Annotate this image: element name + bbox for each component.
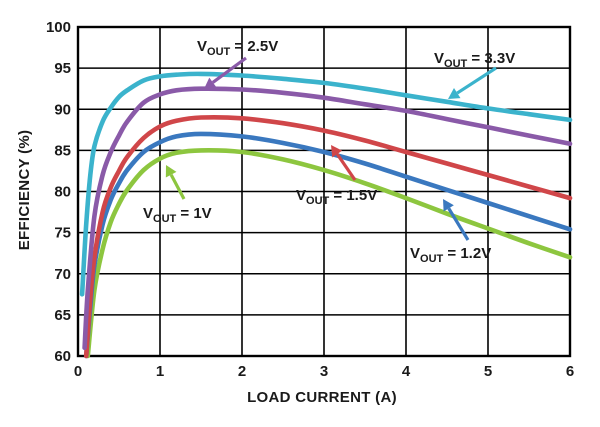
- series-label-subscript: OUT: [444, 58, 468, 70]
- series-line-vout-1v: [85, 148, 573, 359]
- label-arrow-vout-1-5v: [335, 153, 357, 181]
- label-arrowhead-vout-3-3v: [448, 87, 461, 99]
- label-arrow-vout-2-5v: [211, 56, 247, 84]
- y-tick-label: 70: [54, 266, 71, 283]
- y-tick-label: 80: [54, 184, 71, 201]
- series-curves: [79, 71, 573, 359]
- y-tick-label: 85: [54, 142, 71, 159]
- label-arrowhead-vout-1-2v: [443, 199, 454, 212]
- series-label-vout-1-5v: VOUT = 1.5V: [296, 187, 377, 207]
- tick-labels: 0 1 2 3 4 5 6 60 65 70 75 80 85 90 95 100: [46, 19, 574, 380]
- series-line-vout-1-5v: [83, 115, 573, 359]
- series-label-subscript: OUT: [153, 213, 177, 225]
- x-tick-label: 4: [402, 363, 411, 380]
- series-labels: VOUT = 3.3V VOUT = 2.5V VOUT = 1.5V VOUT = …: [143, 38, 515, 265]
- series-label-vout-1v: VOUT = 1V: [143, 205, 212, 225]
- x-tick-label: 2: [238, 363, 246, 380]
- x-tick-label: 0: [74, 363, 82, 380]
- x-tick-label: 5: [484, 363, 492, 380]
- label-arrow-vout-1-2v: [447, 207, 470, 241]
- label-arrow-vout-3-3v: [456, 66, 497, 95]
- series-label-vout-2-5v: VOUT = 2.5V: [197, 38, 278, 58]
- y-tick-label: 95: [54, 60, 71, 77]
- y-tick-label: 60: [54, 348, 71, 365]
- grid: [76, 25, 572, 358]
- y-tick-label: 90: [54, 101, 71, 118]
- y-tick-label: 75: [54, 225, 71, 242]
- series-line-vout-1-2v: [83, 131, 573, 359]
- series-label-subscript: OUT: [207, 46, 231, 58]
- plot-frame: [76, 25, 572, 358]
- series-line-vout-3-3v: [79, 71, 573, 297]
- label-arrowhead-vout-2-5v: [204, 77, 217, 89]
- label-arrowhead-vout-1-5v: [331, 145, 343, 158]
- x-axis-title: LOAD CURRENT (A): [247, 389, 397, 406]
- series-label-vout-3-3v: VOUT = 3.3V: [434, 50, 515, 70]
- series-label-subscript: OUT: [306, 195, 330, 207]
- x-tick-label: 6: [566, 363, 574, 380]
- y-axis-title: EFFICIENCY (%): [16, 130, 33, 251]
- y-tick-label: 100: [46, 19, 71, 36]
- label-arrowhead-vout-1v: [165, 165, 177, 178]
- series-line-vout-2-5v: [82, 86, 573, 351]
- y-tick-label: 65: [54, 307, 71, 324]
- label-arrow-vout-1v: [169, 173, 186, 200]
- series-label-subscript: OUT: [420, 253, 444, 265]
- x-tick-label: 3: [320, 363, 328, 380]
- series-label-vout-1-2v: VOUT = 1.2V: [410, 245, 491, 265]
- x-tick-label: 1: [156, 363, 164, 380]
